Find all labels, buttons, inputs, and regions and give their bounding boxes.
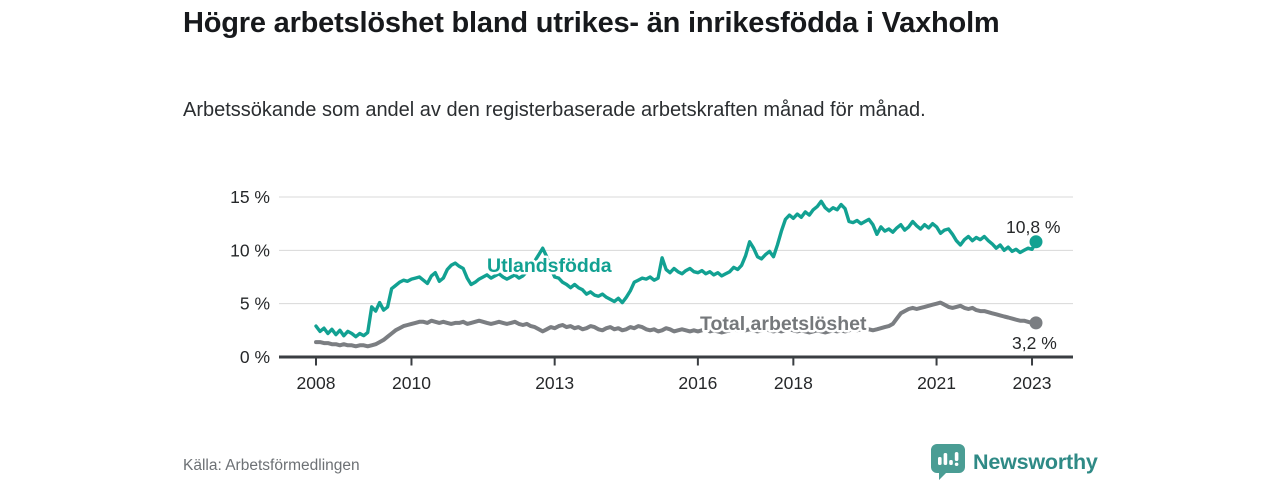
page-title: Högre arbetslöshet bland utrikes- än inr… <box>183 7 1000 39</box>
x-tick-label: 2013 <box>535 373 574 393</box>
x-tick-label: 2010 <box>392 373 431 393</box>
x-tick-label: 2021 <box>917 373 956 393</box>
x-tick-label: 2016 <box>678 373 717 393</box>
x-tick-label: 2008 <box>297 373 336 393</box>
x-tick-label: 2018 <box>774 373 813 393</box>
series-line-utlandsf-dda <box>314 199 1038 339</box>
source-caption: Källa: Arbetsförmedlingen <box>183 457 360 474</box>
page-subtitle: Arbetssökande som andel av den registerb… <box>183 99 926 121</box>
x-tick-label: 2023 <box>1013 373 1052 393</box>
series-line-total-arbetsl-shet <box>314 300 1038 349</box>
series-end-value-label: 10,8 % <box>1006 217 1060 237</box>
y-tick-label: 5 % <box>240 294 270 314</box>
series-end-dot <box>1029 316 1043 330</box>
y-tick-label: 0 % <box>240 347 270 367</box>
series-label: Utlandsfödda <box>487 255 612 277</box>
newsworthy-logo[interactable]: Newsworthy <box>931 444 1098 480</box>
newsworthy-bubble-chart-icon <box>931 444 965 480</box>
newsworthy-wordmark: Newsworthy <box>973 449 1098 474</box>
y-tick-label: 10 % <box>230 240 270 260</box>
series-end-value-label: 3,2 % <box>1012 333 1057 353</box>
series-end-dot <box>1029 235 1043 249</box>
y-tick-label: 15 % <box>230 187 270 207</box>
series-label: Total arbetslöshet <box>700 313 867 335</box>
